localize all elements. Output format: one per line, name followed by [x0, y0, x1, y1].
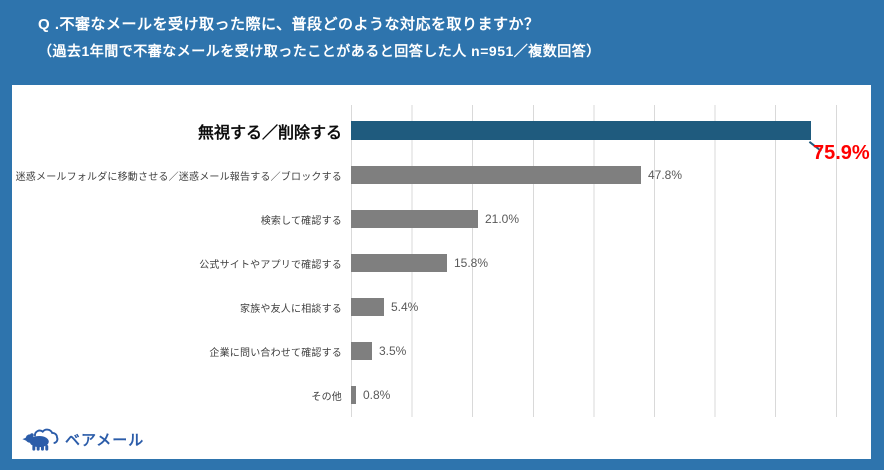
- bar-zone: 21.0%: [351, 197, 857, 241]
- bar: [351, 342, 372, 360]
- chart-rows: 無視する／削除する 75.9% 迷惑メールフォルダに移動させる／迷惑メール報告する／…: [12, 109, 870, 417]
- question-title: Q .不審なメールを受け取った際に、普段どのような対応を取りますか？: [38, 16, 540, 33]
- bar: [351, 166, 641, 184]
- chart-row: 検索して確認する 21.0%: [12, 197, 857, 241]
- chart-row: 迷惑メールフォルダに移動させる／迷惑メール報告する／ブロックする 47.8%: [12, 153, 857, 197]
- bar: [351, 386, 356, 404]
- category-label: その他: [311, 391, 342, 403]
- value-label: 3.5%: [379, 344, 407, 358]
- category-label: 無視する／削除する: [197, 125, 342, 142]
- category-label: 企業に問い合わせて確認する: [209, 347, 342, 359]
- value-label: 0.8%: [363, 388, 391, 402]
- bear-cloud-icon: [22, 428, 59, 451]
- category-label: 検索して確認する: [260, 215, 342, 227]
- bar: [351, 298, 384, 316]
- value-label: 47.8%: [648, 168, 683, 182]
- chart-row: 家族や友人に相談する 5.4%: [12, 285, 857, 329]
- bar-zone: 47.8%: [351, 153, 857, 197]
- value-label: 75.9%: [813, 142, 870, 164]
- bar: [351, 210, 478, 228]
- bar-zone: 0.8%: [351, 373, 857, 417]
- bar-zone: 5.4%: [351, 285, 857, 329]
- chart-row: その他 0.8%: [12, 373, 857, 417]
- category-label: 公式サイトやアプリで確認する: [199, 259, 342, 271]
- chart-row: 無視する／削除する 75.9%: [12, 109, 870, 164]
- value-label: 21.0%: [485, 212, 520, 226]
- bar: [351, 121, 811, 140]
- chart-row: 企業に問い合わせて確認する 3.5%: [12, 329, 857, 373]
- value-label: 15.8%: [454, 256, 489, 270]
- bar-zone: 15.8%: [351, 241, 857, 285]
- bar-zone: 75.9%: [351, 109, 870, 164]
- value-label: 5.4%: [391, 300, 419, 314]
- chart-card: 無視する／削除する 75.9% 迷惑メールフォルダに移動させる／迷惑メール報告する／…: [12, 85, 871, 459]
- chart-row: 公式サイトやアプリで確認する 15.8%: [12, 241, 857, 285]
- bar: [351, 254, 447, 272]
- category-label: 家族や友人に相談する: [240, 303, 342, 315]
- question-note: （過去1年間で不審なメールを受け取ったことがあると回答した人 n=951／複数回…: [38, 43, 601, 59]
- category-label: 迷惑メールフォルダに移動させる／迷惑メール報告する／ブロックする: [15, 171, 342, 183]
- question-header: Q .不審なメールを受け取った際に、普段どのような対応を取りますか？ （過去1年…: [38, 12, 601, 64]
- bar-zone: 3.5%: [351, 329, 857, 373]
- bearmail-logo: ベアメール: [22, 426, 144, 452]
- logo-text: ベアメール: [65, 431, 145, 449]
